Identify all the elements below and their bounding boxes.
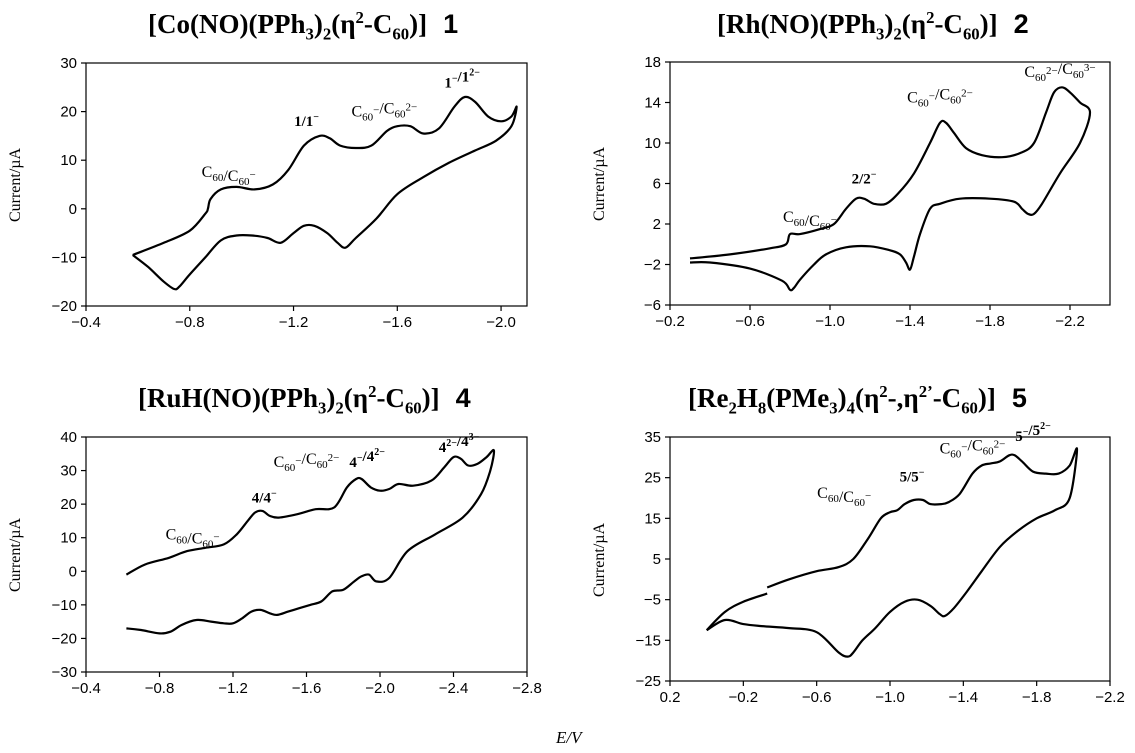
y-tick-label: 18 (644, 54, 661, 71)
y-tick-label: 5 (653, 551, 661, 568)
y-tick-label: 0 (69, 201, 77, 218)
x-tick-label: −1.2 (218, 680, 248, 697)
peak-annotation: C60/C60− (817, 485, 871, 509)
peak-annotation: 5−/52− (1015, 421, 1051, 445)
y-axis-label: Current/µA (591, 523, 608, 598)
chart-panel-5: [Re2H8(PMe3)4(η2-,η2’-C60)] 5 (570, 370, 1130, 730)
y-tick-label: 10 (60, 530, 77, 547)
chart-panel-4: [RuH(NO)(PPh3)2(η2-C60)] 4 (0, 370, 560, 730)
peak-annotation: C602−/C603− (1024, 61, 1095, 84)
peak-annotation: C60/C60− (202, 164, 256, 188)
y-tick-label: −25 (636, 673, 661, 690)
cv-trace-4-0 (706, 447, 1079, 658)
x-tick-label: −2.0 (486, 314, 516, 331)
y-axis-label: Current/µA (7, 148, 24, 223)
y-tick-label: 40 (60, 429, 77, 446)
peak-annotation: C60/C60− (783, 209, 837, 233)
y-tick-label: −10 (52, 597, 77, 614)
y-tick-label: 35 (644, 429, 661, 446)
x-tick-label: −0.6 (735, 313, 765, 330)
x-tick-label: −2.2 (1055, 313, 1085, 330)
y-tick-label: 20 (60, 104, 77, 121)
peak-annotation: 4/4− (252, 488, 277, 506)
x-tick-label: −1.8 (975, 313, 1005, 330)
cv-trace-3-0 (125, 448, 496, 635)
chart-panel-2: [Rh(NO)(PPh3)2(η2-C60)] 2 (570, 0, 1130, 360)
x-tick-label: −0.2 (655, 313, 685, 330)
y-tick-label: −10 (52, 249, 77, 266)
y-tick-label: 10 (60, 152, 77, 169)
y-tick-label: 6 (653, 176, 661, 193)
cv-trace-4-1 (705, 592, 768, 631)
x-tick-label: −1.4 (949, 689, 979, 706)
x-tick-label: −1.6 (292, 680, 322, 697)
y-tick-label: 15 (644, 510, 661, 527)
plot-frame (85, 436, 528, 673)
x-tick-label: −2.0 (365, 680, 395, 697)
peak-annotation: C60−/C602− (940, 437, 1006, 460)
x-tick-label: −1.8 (1022, 689, 1052, 706)
peak-annotation: 1−/12− (444, 67, 480, 91)
x-tick-label: −0.6 (802, 689, 832, 706)
x-tick-label: −1.2 (279, 314, 309, 331)
peak-annotation: 42−/43− (439, 432, 480, 456)
plot-frame (85, 62, 528, 307)
x-tick-label: −2.2 (1095, 689, 1125, 706)
x-tick-label: −2.8 (512, 680, 542, 697)
y-tick-label: −5 (644, 592, 661, 609)
y-tick-label: 30 (60, 55, 77, 72)
y-tick-label: 25 (644, 470, 661, 487)
x-tick-label: −1.6 (382, 314, 412, 331)
x-tick-label: −0.2 (729, 689, 759, 706)
y-tick-label: 14 (644, 95, 661, 112)
cv-trace-1-0 (132, 95, 518, 291)
chart-panel-1: [Co(NO)(PPh3)2(η2-C60)] 1 (0, 0, 560, 360)
x-tick-label: −1.0 (875, 689, 905, 706)
y-tick-label: 2 (653, 216, 661, 233)
peak-annotation: 2/2− (852, 170, 877, 188)
chart-title-5: [Re2H8(PMe3)4(η2-,η2’-C60)] 5 (688, 382, 1027, 418)
plot-frame (669, 61, 1111, 306)
chart-title-2: [Rh(NO)(PPh3)2(η2-C60)] 2 (717, 8, 1029, 44)
x-tick-label: −1.0 (815, 313, 845, 330)
y-tick-label: −15 (636, 632, 661, 649)
y-tick-label: 10 (644, 135, 661, 152)
peak-annotation: C60−/C602− (907, 87, 973, 110)
plot-2: 18 14 10 6 2 −2 −6−0.2 −0.6 −1.0 −1.4 −1.8 −2.2 Curr… (591, 54, 1111, 330)
y-axis-label: Current/µA (7, 518, 24, 593)
chart-title-1: [Co(NO)(PPh3)2(η2-C60)] 1 (148, 8, 459, 44)
peak-annotation: C60−/C602− (274, 451, 340, 474)
plot-3: 40 30 20 10 0 −10 −20 −30−0.4 −0.8 −1.2 −1.6 −2.0 −2… (7, 429, 542, 697)
y-tick-label: −2 (644, 257, 661, 274)
x-tick-label: −1.4 (895, 313, 925, 330)
y-tick-label: −20 (52, 298, 77, 315)
x-tick-label: −0.4 (71, 314, 101, 331)
peak-annotation: 5/5− (900, 468, 925, 486)
x-tick-label: −2.4 (439, 680, 469, 697)
y-tick-label: 30 (60, 463, 77, 480)
y-tick-label: −30 (52, 664, 77, 681)
peak-annotation: C60−/C602− (351, 100, 417, 123)
y-axis-label: Current/µA (591, 147, 608, 222)
y-tick-label: −20 (52, 630, 77, 647)
x-tick-label: −0.8 (175, 314, 205, 331)
peak-annotation: 4−/42− (349, 447, 385, 471)
x-tick-label: −0.4 (71, 680, 101, 697)
cv-trace-2-0 (689, 86, 1092, 292)
y-tick-label: 0 (69, 563, 77, 580)
x-tick-label: 0.2 (660, 689, 681, 706)
plot-1: 30 20 10 0 −10 −20−0.4 −0.8 −1.2 −1.6 −2.0 Current… (7, 55, 528, 331)
peak-annotation: 1/1− (294, 112, 319, 130)
x-tick-label: −0.8 (145, 680, 175, 697)
y-tick-label: −6 (644, 297, 661, 314)
plot-4: 35 25 15 5 −5 −15 −250.2 −0.2 −0.6 −1.0 −1.4 −1.8 −2… (591, 421, 1125, 706)
y-tick-label: 20 (60, 496, 77, 513)
x-axis-label: E/V (556, 728, 582, 747)
chart-title-4: [RuH(NO)(PPh3)2(η2-C60)] 4 (138, 382, 471, 418)
peak-annotation: C60/C60− (166, 526, 220, 550)
